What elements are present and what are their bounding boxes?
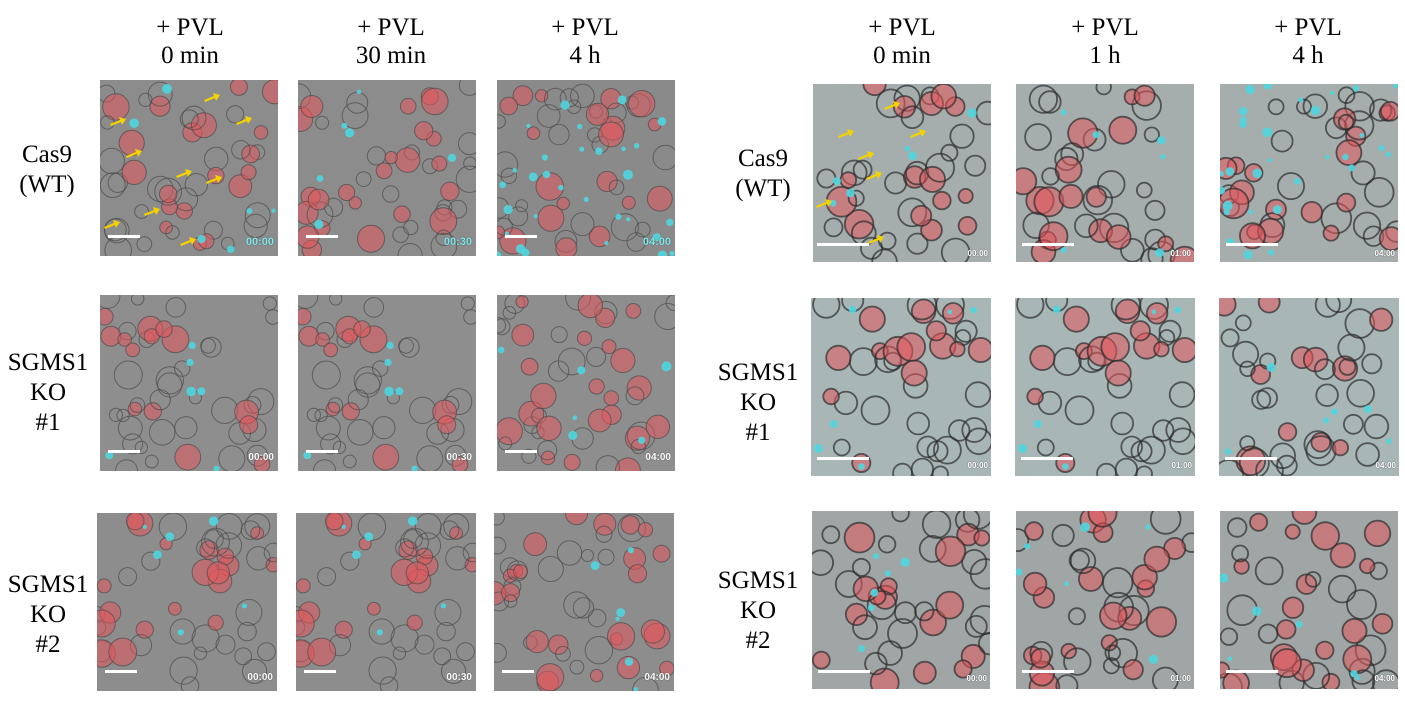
right-col-header-3: + PVL 4 h xyxy=(1274,14,1342,69)
right-row-label-2: SGMS1 KO #1 xyxy=(717,359,799,446)
micrograph-texture xyxy=(494,513,674,691)
scale-bar xyxy=(108,450,140,453)
arrow-icon xyxy=(176,169,192,178)
micrograph-texture xyxy=(1220,84,1398,260)
timestamp: 00:30 xyxy=(443,236,472,248)
left-row-label-2: SGMS1 KO #1 xyxy=(7,349,89,436)
scale-bar xyxy=(304,670,336,673)
left-row-label-3: SGMS1 KO #2 xyxy=(7,571,89,658)
micrograph-texture xyxy=(812,298,991,476)
arrow-icon xyxy=(884,101,900,110)
timestamp: 00:00 xyxy=(967,249,988,258)
micrograph-texture xyxy=(1016,298,1195,476)
timestamp: 04:00 xyxy=(645,452,671,463)
arrow-icon xyxy=(110,117,126,126)
scale-bar xyxy=(1022,670,1074,673)
scale-bar xyxy=(817,457,869,460)
micrograph-right-r2-c3: 04:00 xyxy=(1219,298,1399,476)
micrograph-right-r3-c3: 04:00 xyxy=(1220,511,1398,689)
timestamp: 00:00 xyxy=(245,236,274,248)
micrograph-left-r3-c2: 00:30 xyxy=(296,513,476,691)
scale-bar xyxy=(306,235,338,238)
left-row-label-1: Cas9 (WT) xyxy=(19,141,75,198)
micrograph-texture xyxy=(97,513,277,691)
arrow-icon xyxy=(104,220,120,229)
arrow-icon xyxy=(206,175,222,184)
micrograph-right-r1-c2: 01:00 xyxy=(1016,84,1194,262)
micrograph-texture xyxy=(497,295,675,471)
micrograph-texture xyxy=(100,295,278,471)
timestamp: 04:00 xyxy=(1375,461,1396,470)
timestamp: 00:00 xyxy=(966,674,987,683)
left-col-header-1: + PVL 0 min xyxy=(156,14,224,69)
arrow-icon xyxy=(868,235,884,244)
micrograph-left-r3-c3: 04:00 xyxy=(494,513,674,691)
scale-bar xyxy=(108,235,140,238)
timestamp: 01:00 xyxy=(1170,249,1191,258)
timestamp: 00:00 xyxy=(247,672,273,683)
timestamp: 04:00 xyxy=(1374,249,1395,258)
right-row-label-3: SGMS1 KO #2 xyxy=(717,567,799,654)
micrograph-texture xyxy=(298,80,476,256)
right-col-header-1: + PVL 0 min xyxy=(868,14,936,69)
micrograph-left-r2-c2: 00:30 xyxy=(298,295,476,471)
timestamp: 04:00 xyxy=(1374,674,1395,683)
timestamp: 00:30 xyxy=(446,452,472,463)
micrograph-right-r1-c3: 04:00 xyxy=(1220,84,1398,262)
arrow-icon xyxy=(910,129,926,138)
scale-bar xyxy=(1225,457,1277,460)
left-col-header-3: + PVL 4 h xyxy=(551,14,619,69)
arrow-icon xyxy=(180,237,196,246)
left-col-header-2: + PVL 30 min xyxy=(355,14,427,69)
scale-bar xyxy=(818,670,870,673)
micrograph-texture xyxy=(298,295,476,471)
micrograph-texture xyxy=(812,511,990,689)
micrograph-texture xyxy=(296,513,476,691)
micrograph-left-r1-c3: 04:00 xyxy=(497,80,675,256)
arrow-icon xyxy=(866,171,882,180)
scale-bar xyxy=(817,243,869,246)
micrograph-texture xyxy=(816,84,991,262)
right-row-label-1: Cas9 (WT) xyxy=(735,145,791,202)
scale-bar xyxy=(306,450,338,453)
arrow-icon xyxy=(838,129,854,138)
timestamp: 04:00 xyxy=(642,236,671,248)
micrograph-texture xyxy=(1016,511,1194,689)
timestamp: 04:00 xyxy=(644,672,670,683)
arrow-icon xyxy=(204,93,220,102)
arrow-icon xyxy=(816,199,832,208)
micrograph-texture xyxy=(1220,511,1398,689)
micrograph-right-r3-c1: 00:00 xyxy=(812,511,990,689)
micrograph-left-r1-c1: 00:00 xyxy=(100,80,278,256)
timestamp: 01:00 xyxy=(1171,461,1192,470)
timestamp: 01:00 xyxy=(1170,674,1191,683)
arrow-icon xyxy=(236,116,252,125)
scale-bar xyxy=(1226,670,1278,673)
timestamp: 00:30 xyxy=(446,672,472,683)
scale-bar xyxy=(1022,243,1074,246)
micrograph-left-r1-c2: 00:30 xyxy=(298,80,476,256)
micrograph-right-r2-c1: 00:00 xyxy=(811,298,991,476)
micrograph-right-r2-c2: 01:00 xyxy=(1015,298,1195,476)
arrow-icon xyxy=(126,149,142,158)
micrograph-texture xyxy=(1016,84,1194,262)
arrow-icon xyxy=(144,207,160,216)
micrograph-texture xyxy=(497,83,675,256)
micrograph-left-r3-c1: 00:00 xyxy=(97,513,277,691)
scale-bar xyxy=(1021,457,1073,460)
scale-bar xyxy=(505,450,537,453)
micrograph-right-r1-c1: 00:00 xyxy=(813,84,991,262)
scale-bar xyxy=(502,670,534,673)
scale-bar xyxy=(105,670,137,673)
micrograph-right-r3-c2: 01:00 xyxy=(1016,511,1194,689)
micrograph-left-r2-c3: 04:00 xyxy=(497,295,675,471)
scale-bar xyxy=(1226,243,1278,246)
timestamp: 00:00 xyxy=(248,452,274,463)
micrograph-texture xyxy=(1219,298,1394,476)
arrow-icon xyxy=(858,151,874,160)
scale-bar xyxy=(505,235,537,238)
timestamp: 00:00 xyxy=(967,461,988,470)
micrograph-left-r2-c1: 00:00 xyxy=(100,295,278,471)
right-col-header-2: + PVL 1 h xyxy=(1071,14,1139,69)
